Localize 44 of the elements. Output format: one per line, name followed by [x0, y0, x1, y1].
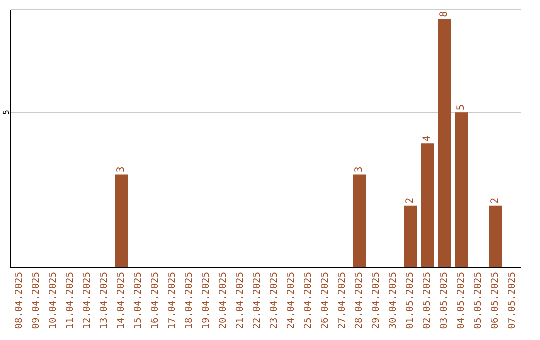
x-tick-label: 19.04.2025 — [201, 272, 212, 330]
bar — [353, 174, 366, 268]
x-tick-label: 25.04.2025 — [303, 272, 314, 330]
x-tick-label: 10.04.2025 — [48, 272, 59, 330]
data-label: 2 — [405, 198, 416, 204]
x-tick-label: 02.05.2025 — [422, 272, 433, 330]
bar — [438, 19, 451, 268]
x-tick-label: 30.04.2025 — [388, 272, 399, 330]
x-tick-label: 07.05.2025 — [507, 272, 518, 330]
x-tick-label: 17.04.2025 — [167, 272, 178, 330]
data-label: 2 — [490, 198, 501, 204]
x-tick-label: 04.05.2025 — [456, 272, 467, 330]
x-tick-label: 09.04.2025 — [31, 272, 42, 330]
x-tick-label: 01.05.2025 — [405, 272, 416, 330]
x-tick-label: 08.04.2025 — [14, 272, 25, 330]
x-tick-label: 26.04.2025 — [320, 272, 331, 330]
x-tick-label: 22.04.2025 — [252, 272, 263, 330]
x-tick-label: 15.04.2025 — [133, 272, 144, 330]
x-tick-label: 20.04.2025 — [218, 272, 229, 330]
x-tick-label: 06.05.2025 — [490, 272, 501, 330]
x-tick-label: 16.04.2025 — [150, 272, 161, 330]
x-tick-label: 23.04.2025 — [269, 272, 280, 330]
x-tick-label: 05.05.2025 — [473, 272, 484, 330]
bar — [455, 112, 468, 268]
x-tick-label: 29.04.2025 — [371, 272, 382, 330]
x-tick-label: 18.04.2025 — [184, 272, 195, 330]
x-tick-label: 24.04.2025 — [286, 272, 297, 330]
data-label: 4 — [422, 136, 433, 142]
data-label: 3 — [354, 166, 365, 173]
x-tick-label: 14.04.2025 — [116, 272, 127, 330]
bar — [115, 174, 128, 268]
x-tick-label: 03.05.2025 — [439, 272, 450, 330]
data-label: 3 — [116, 166, 127, 173]
data-label: 5 — [456, 104, 467, 111]
x-tick-label: 27.04.2025 — [337, 272, 348, 330]
x-tick-label: 21.04.2025 — [235, 272, 246, 330]
bar — [421, 144, 434, 268]
x-tick-label: 11.04.2025 — [65, 272, 76, 330]
bar — [404, 206, 417, 268]
x-tick-label: 13.04.2025 — [99, 272, 110, 330]
bar — [489, 206, 502, 268]
data-label: 8 — [439, 11, 450, 18]
x-tick-label: 28.04.2025 — [354, 272, 365, 330]
x-tick-label: 12.04.2025 — [82, 272, 93, 330]
